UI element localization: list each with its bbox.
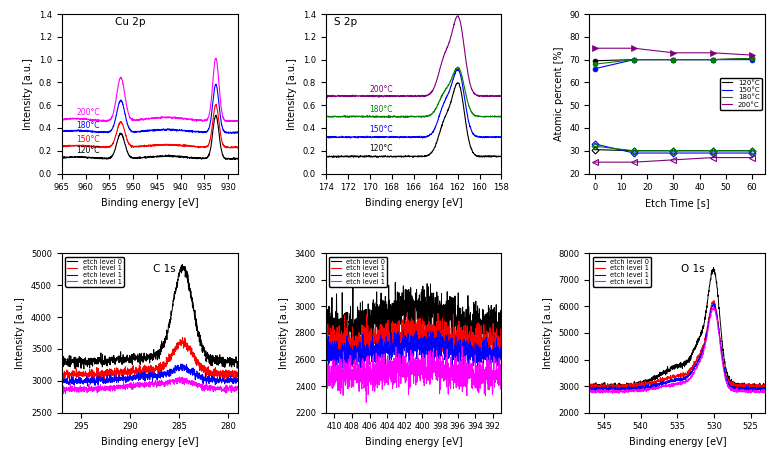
Legend: etch level 0, etch level 1, etch level 1, etch level 1: etch level 0, etch level 1, etch level 1…: [593, 257, 651, 287]
X-axis label: Binding energy [eV]: Binding energy [eV]: [101, 437, 199, 447]
Legend: etch level 0, etch level 1, etch level 1, etch level 1: etch level 0, etch level 1, etch level 1…: [65, 257, 124, 287]
Text: 150°C: 150°C: [369, 125, 393, 134]
Text: Cu 2p: Cu 2p: [114, 17, 145, 27]
Y-axis label: Intensity [a.u.]: Intensity [a.u.]: [543, 297, 553, 369]
Y-axis label: Intensity [a.u.]: Intensity [a.u.]: [23, 58, 33, 130]
Text: 200°C: 200°C: [76, 107, 100, 117]
Text: 180°C: 180°C: [76, 121, 100, 130]
X-axis label: Binding energy [eV]: Binding energy [eV]: [365, 198, 462, 208]
X-axis label: Binding energy [eV]: Binding energy [eV]: [365, 437, 462, 447]
X-axis label: Etch Time [s]: Etch Time [s]: [645, 198, 710, 208]
Y-axis label: Intensity [a.u.]: Intensity [a.u.]: [279, 297, 289, 369]
Text: 120°C: 120°C: [76, 146, 100, 155]
Text: 200°C: 200°C: [369, 85, 393, 94]
X-axis label: Binding energy [eV]: Binding energy [eV]: [628, 437, 726, 447]
Text: S 2p: S 2p: [335, 17, 358, 27]
Y-axis label: Intensity [a.u.]: Intensity [a.u.]: [287, 58, 297, 130]
Legend: etch level 0, etch level 1, etch level 1, etch level 1: etch level 0, etch level 1, etch level 1…: [329, 257, 387, 287]
Y-axis label: Atomic percent [%]: Atomic percent [%]: [553, 46, 564, 141]
Text: O 1s: O 1s: [681, 265, 704, 274]
Y-axis label: Intensity [a.u.]: Intensity [a.u.]: [15, 297, 26, 369]
Legend: 120°C, 150°C, 180°C, 200°C: 120°C, 150°C, 180°C, 200°C: [720, 78, 762, 110]
X-axis label: Binding energy [eV]: Binding energy [eV]: [101, 198, 199, 208]
Text: 150°C: 150°C: [76, 135, 100, 144]
Text: 120°C: 120°C: [369, 144, 393, 153]
Text: C 1s: C 1s: [153, 265, 176, 274]
Text: 180°C: 180°C: [369, 106, 393, 114]
